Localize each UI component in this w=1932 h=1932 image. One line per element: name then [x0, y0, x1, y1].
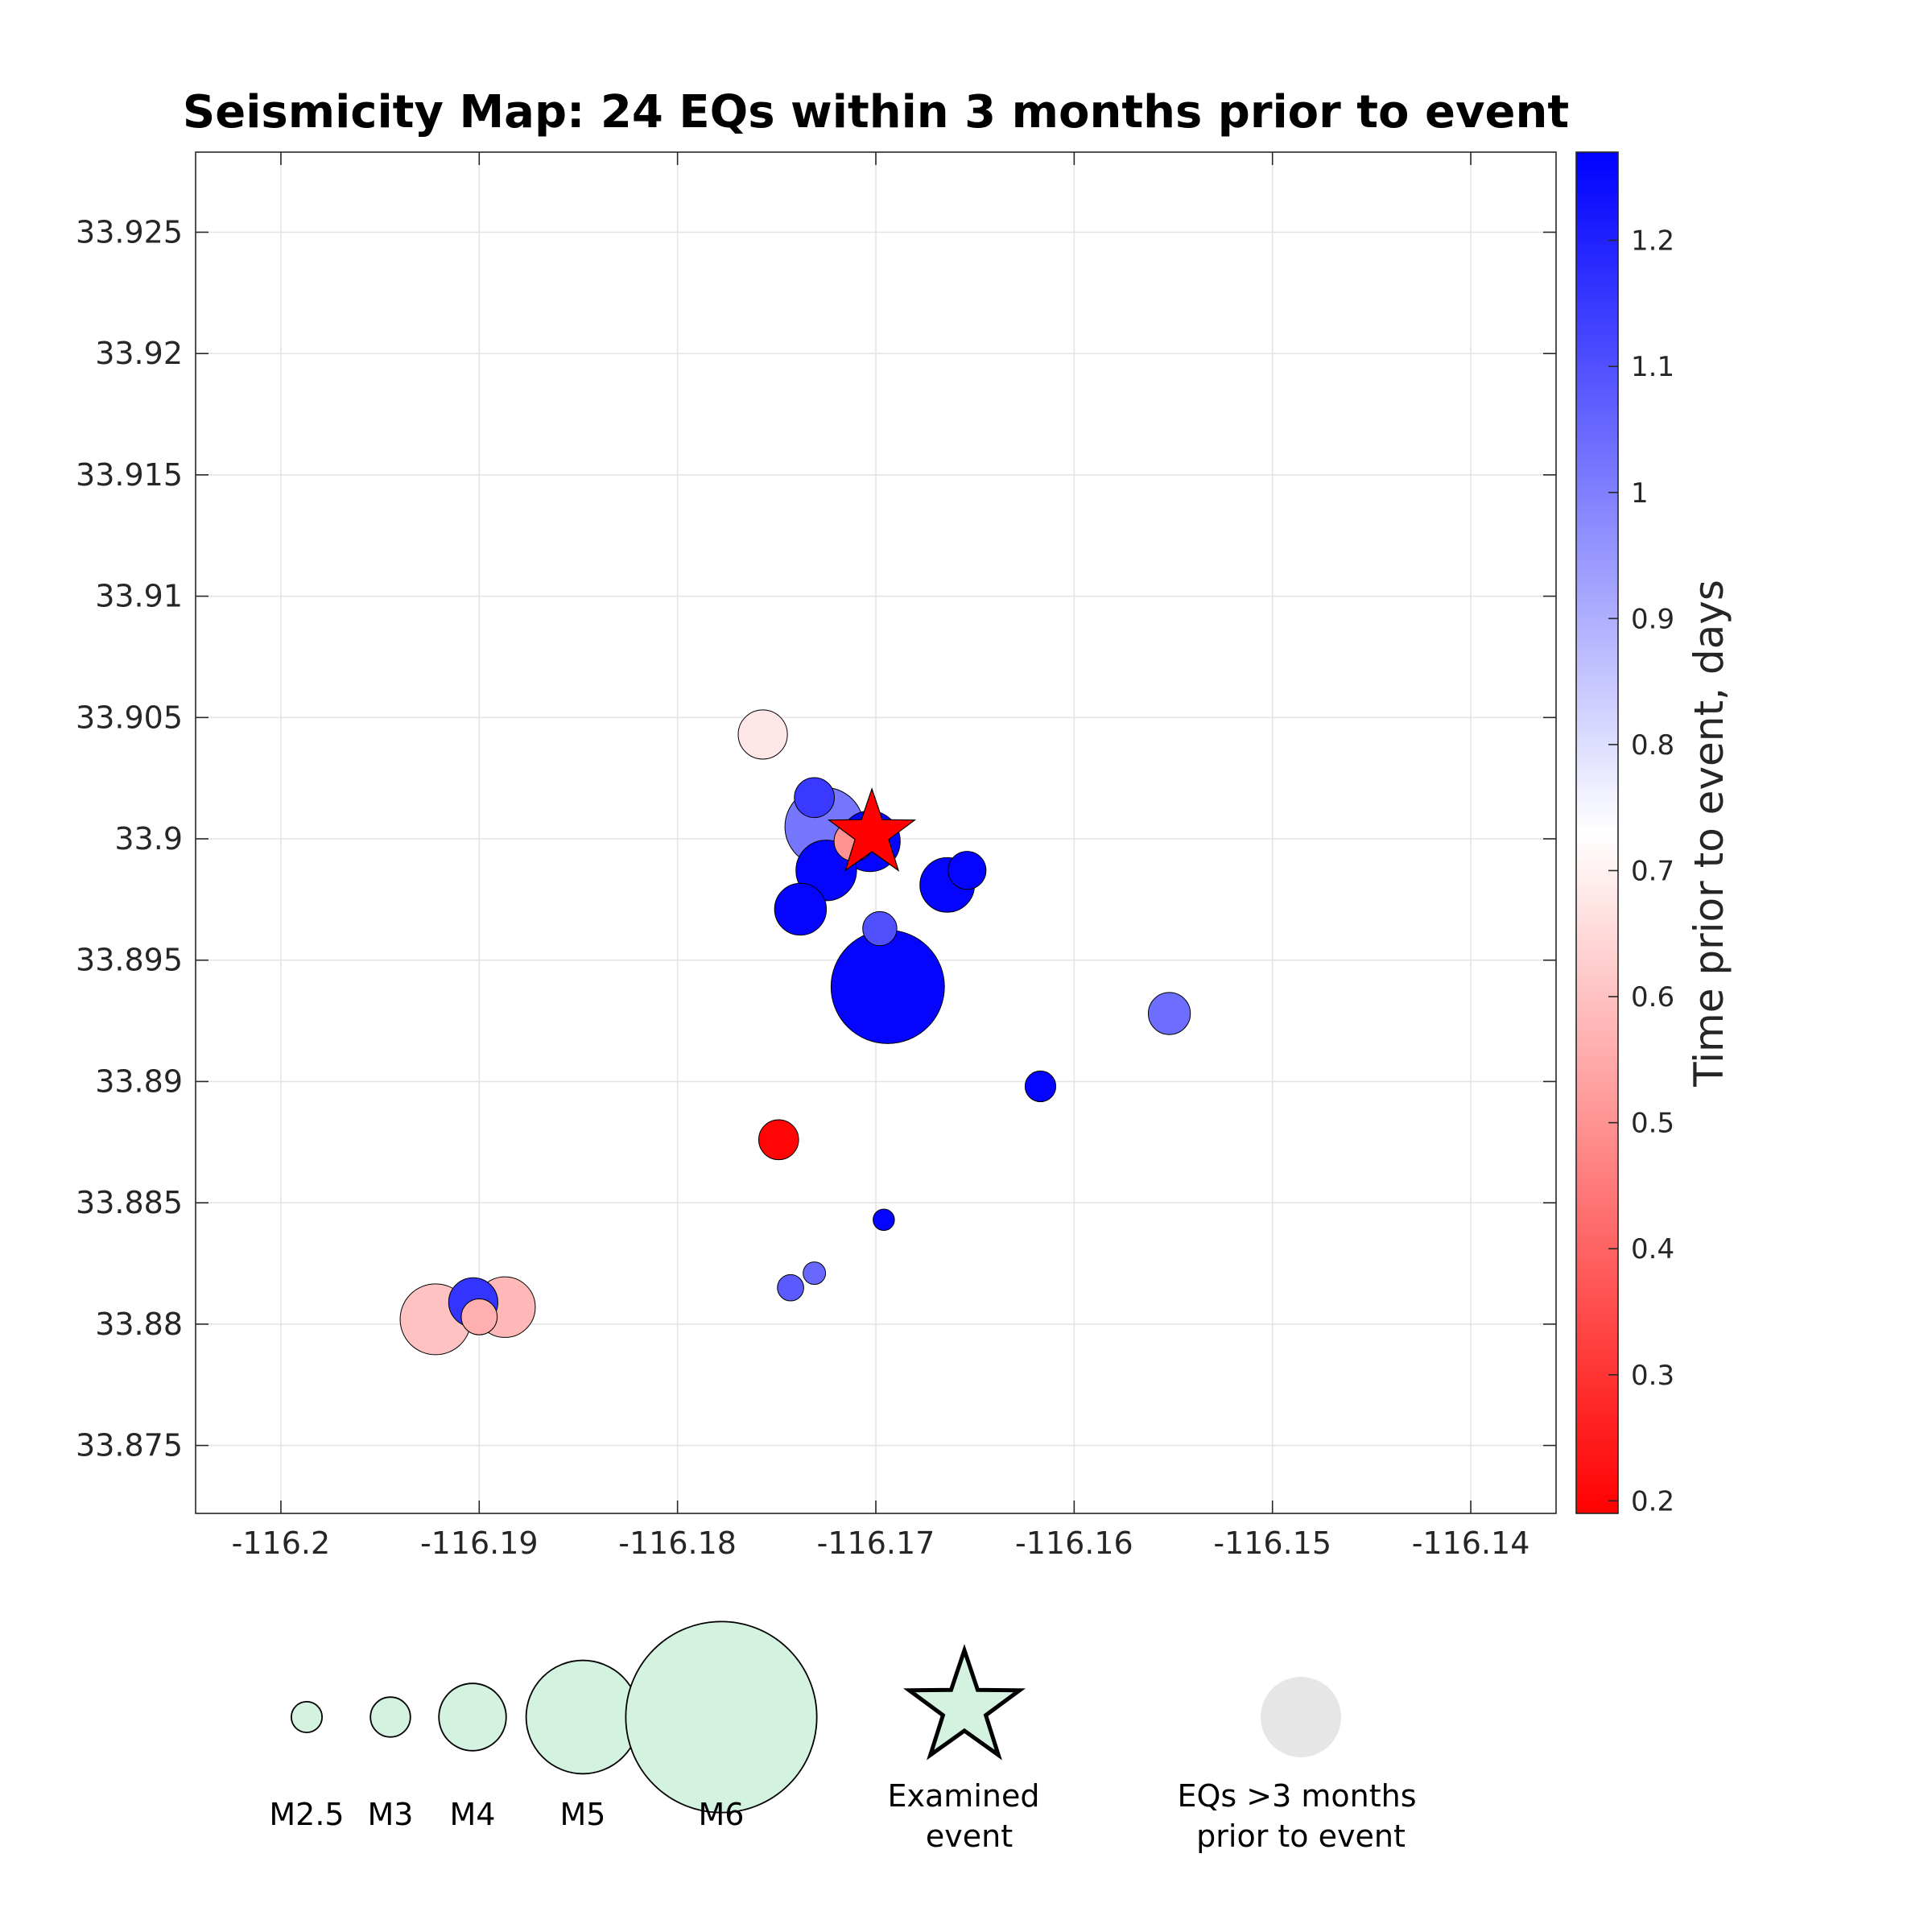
y-tick-labels: 33.875 33.88 33.885 33.89 33.895 33.9 33.905 33…	[76, 214, 183, 1463]
legend-star-icon	[902, 1644, 1026, 1761]
colorbar-tick-label: 0.8	[1631, 729, 1674, 762]
eq-marker	[777, 1274, 804, 1302]
legend-examined-line2: event	[926, 1818, 1013, 1854]
legend-magnitude-circle	[438, 1682, 507, 1752]
examined-event-star	[828, 787, 917, 872]
eq-marker	[774, 882, 828, 936]
legend-examined-line1: Examined	[888, 1778, 1040, 1814]
legend-magnitude-circle	[290, 1700, 324, 1734]
eq-marker	[737, 709, 788, 760]
legend-old-eq-marker	[1261, 1677, 1341, 1757]
x-tick-label: -116.17	[817, 1525, 935, 1561]
x-tick-label: -116.15	[1213, 1525, 1331, 1561]
x-tick-labels: -116.2 -116.19 -116.18 -116.17 -116.16 -116.1…	[232, 1525, 1530, 1561]
y-tick-label: 33.92	[95, 336, 183, 371]
legend-label-m5: M5	[560, 1797, 606, 1832]
y-tick-label: 33.885	[76, 1185, 183, 1220]
colorbar-tick-label: 0.6	[1631, 981, 1674, 1013]
eq-marker	[758, 1119, 799, 1161]
legend-magnitude-circle	[525, 1659, 641, 1775]
colorbar-tick-label: 0.5	[1631, 1108, 1674, 1140]
eq-marker	[830, 929, 945, 1044]
axis-ticks	[196, 152, 1556, 1513]
x-tick-label: -116.14	[1412, 1525, 1530, 1561]
legend-label-m6: M6	[699, 1797, 745, 1832]
colorbar-tick-label: 0.9	[1631, 603, 1674, 635]
y-tick-label: 33.895	[76, 943, 183, 978]
colorbar-tick-label: 0.4	[1631, 1233, 1674, 1265]
x-tick-label: -116.2	[232, 1525, 331, 1561]
colorbar	[1575, 151, 1619, 1514]
legend-magnitude-circle	[625, 1620, 818, 1814]
legend-magnitude-markers	[290, 1620, 818, 1814]
x-tick-label: -116.19	[420, 1525, 539, 1561]
y-tick-label: 33.905	[76, 700, 183, 735]
legend-label-m3: M3	[368, 1797, 414, 1832]
colorbar-label: Time prior to event, days	[1686, 580, 1732, 1088]
x-tick-label: -116.16	[1015, 1525, 1133, 1561]
colorbar-tick-label: 1.1	[1631, 351, 1674, 383]
eq-marker	[460, 1298, 498, 1335]
colorbar-tick-label: 1	[1631, 477, 1649, 510]
y-tick-label: 33.88	[95, 1307, 183, 1342]
colorbar-tick-label: 0.2	[1631, 1485, 1674, 1517]
legend-magnitude-circle	[369, 1696, 411, 1738]
y-tick-label: 33.875	[76, 1428, 183, 1463]
x-tick-label: -116.18	[618, 1525, 737, 1561]
y-tick-label: 33.915	[76, 457, 183, 493]
y-tick-label: 33.9	[114, 821, 183, 857]
y-tick-label: 33.89	[95, 1063, 183, 1099]
eq-marker	[873, 1208, 895, 1232]
legend-label-m2-5: M2.5	[269, 1797, 344, 1832]
colorbar-tick-label: 1.2	[1631, 225, 1674, 258]
y-tick-label: 33.925	[76, 214, 183, 250]
legend-old-line2: prior to event	[1196, 1818, 1406, 1854]
colorbar-tick-label: 0.7	[1631, 855, 1674, 887]
eq-marker	[862, 910, 898, 947]
y-tick-label: 33.91	[95, 579, 183, 614]
eq-marker	[803, 1261, 827, 1286]
eq-marker	[1024, 1070, 1057, 1103]
legend-old-line1: EQs >3 months	[1177, 1778, 1416, 1814]
colorbar-tick-label: 0.3	[1631, 1360, 1674, 1392]
chart-title: Seismicity Map: 24 EQs within 3 months p…	[183, 86, 1569, 138]
eq-marker	[947, 851, 987, 890]
legend: M2.5 M3 M4 M5 M6 Examined event EQs >3 m…	[269, 1620, 1417, 1854]
colorbar-ticks: 0.2 0.3 0.4 0.5 0.6 0.7 0.8 0.9 1 1.1 1.2	[1608, 225, 1674, 1517]
eq-marker	[1147, 992, 1191, 1035]
examined-event-layer	[828, 787, 917, 872]
eq-marker	[794, 777, 835, 819]
legend-label-m4: M4	[450, 1797, 496, 1832]
